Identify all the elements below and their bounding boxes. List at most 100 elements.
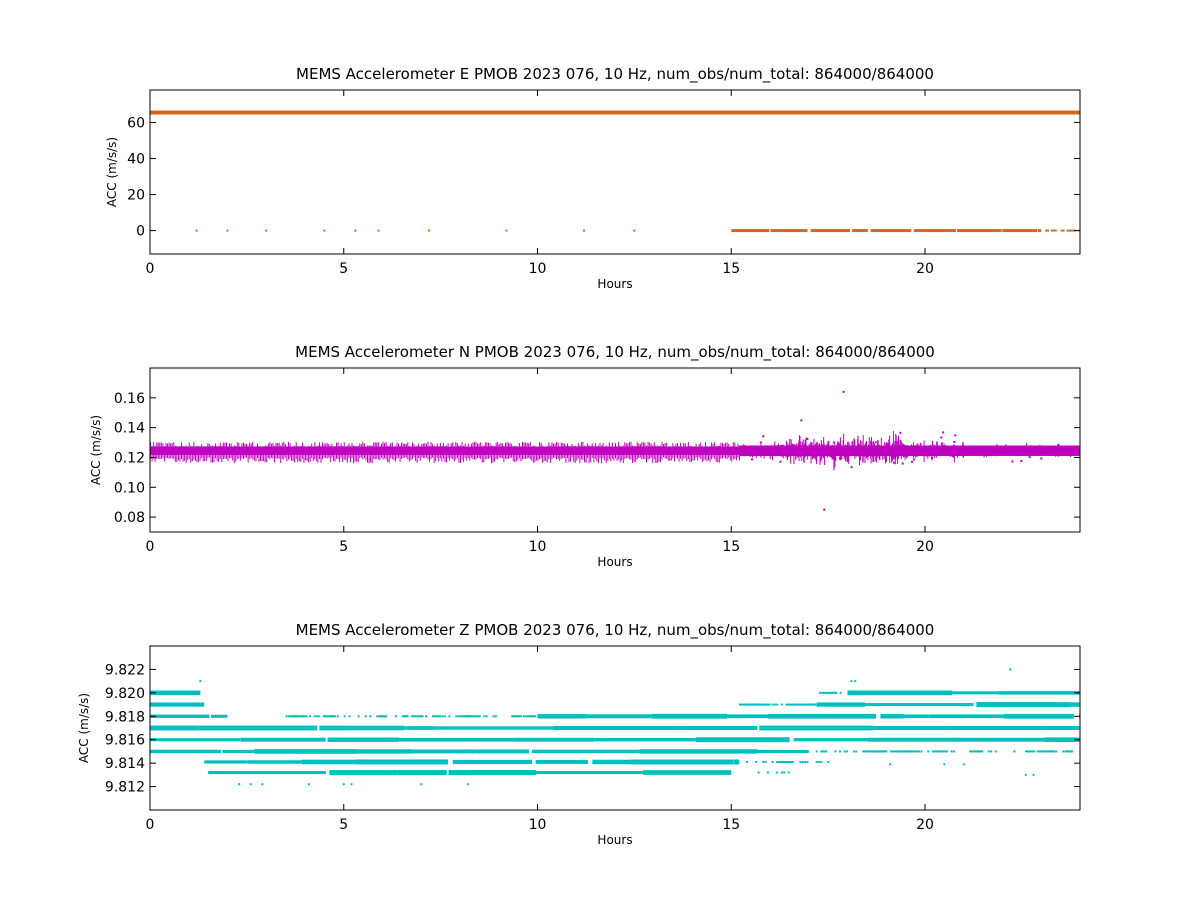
data-spike — [506, 442, 508, 460]
data-spike — [284, 443, 286, 458]
data-spike — [607, 446, 609, 461]
level-2-sparse-point — [880, 750, 883, 753]
data-spike — [584, 445, 585, 463]
data-spike — [795, 443, 797, 454]
data-spike — [953, 444, 955, 463]
data-spike — [562, 443, 564, 459]
level-2-sparse-point — [852, 750, 855, 753]
level-2-sparse-point — [945, 750, 948, 753]
data-spike — [794, 443, 796, 452]
data-spike — [638, 443, 640, 458]
level-5-sparse-point — [404, 715, 407, 718]
data-spike — [405, 443, 407, 458]
level-1-sparse-point — [827, 760, 830, 763]
data-spike — [495, 442, 497, 459]
level-2-sparse-point — [899, 750, 902, 753]
level-2-sparse-point — [1031, 750, 1034, 753]
level-0-sparse-point — [783, 771, 786, 774]
data-spike — [1038, 446, 1040, 452]
level-2-segment-0-4 — [412, 749, 476, 754]
data-spike — [831, 450, 833, 460]
level-0-sparse-point — [757, 771, 760, 774]
level-2-sparse-point — [822, 750, 825, 753]
data-outlier — [804, 444, 807, 447]
data-spike — [500, 443, 502, 459]
data-spike — [326, 442, 328, 459]
data-spike — [742, 444, 744, 454]
data-spike — [351, 443, 353, 459]
level-5-sparse-point — [494, 715, 497, 718]
data-spike — [184, 446, 186, 461]
data-spike — [531, 446, 533, 461]
level-2-segment-0-6 — [531, 749, 640, 754]
data-spike — [518, 443, 520, 459]
data-spike — [677, 442, 678, 459]
data-spike — [480, 442, 482, 460]
data-spike — [752, 449, 754, 458]
data-spike — [717, 445, 719, 463]
outlier-point-11 — [466, 783, 469, 786]
y-tick-label-1: 20 — [127, 188, 145, 204]
level-2-sparse-point — [883, 750, 886, 753]
data-spike — [723, 444, 725, 458]
data-spike — [210, 445, 212, 463]
data-spike — [655, 445, 657, 463]
level-4-segment-0-0 — [150, 725, 199, 731]
data-spike — [475, 441, 477, 460]
data-point-7 — [505, 229, 508, 232]
data-spike — [410, 446, 412, 461]
data-spike — [176, 445, 178, 463]
data-spike — [360, 443, 362, 458]
data-cluster-zero-3 — [852, 229, 868, 233]
data-spike — [215, 443, 217, 459]
data-spike — [556, 442, 558, 460]
level-1-sparse-point — [780, 760, 794, 763]
data-spike — [817, 446, 819, 451]
data-spike — [760, 449, 762, 456]
y-tick-label-4: 0.16 — [114, 391, 145, 407]
data-spike — [194, 446, 196, 461]
level-2-sparse-point — [869, 750, 872, 753]
data-spike — [770, 449, 772, 456]
outlier-point-6 — [261, 783, 264, 786]
data-spike — [167, 443, 169, 459]
data-spike — [824, 447, 826, 456]
chart-title-vertical: MEMS Accelerometer Z PMOB 2023 076, 10 H… — [296, 621, 935, 640]
data-spike — [526, 442, 528, 459]
level-7-segment-1-1 — [952, 691, 999, 695]
data-spike — [297, 445, 299, 463]
level-5-sparse-point — [485, 715, 488, 718]
level-2-sparse-point — [871, 750, 874, 753]
y-ticks-vertical: 9.812 9.814 9.816 9.818 9.820 9.822 — [105, 662, 1080, 796]
data-spike — [566, 443, 568, 459]
level-6-sparse-point — [755, 703, 758, 706]
data-spike — [439, 442, 441, 459]
level-1-sparse-point — [804, 760, 807, 763]
data-spike — [298, 446, 300, 462]
data-points-north — [150, 390, 1080, 511]
data-outlier — [743, 454, 746, 457]
data-spike — [380, 443, 382, 458]
data-spike — [615, 443, 616, 459]
data-spike — [839, 437, 841, 452]
data-spike — [243, 442, 244, 459]
data-spike — [391, 442, 393, 460]
data-spike — [551, 442, 553, 460]
data-spike — [554, 443, 556, 458]
data-spike — [749, 447, 751, 457]
data-spike — [286, 446, 288, 462]
data-outlier — [940, 436, 943, 439]
y-axis-label-east: ACC (m/s/s) — [105, 137, 119, 207]
data-spike — [712, 443, 714, 458]
data-spike — [618, 441, 620, 460]
data-spike — [359, 443, 361, 459]
data-spike — [456, 443, 458, 459]
data-spike — [929, 444, 931, 453]
data-spike — [950, 448, 952, 457]
data-spike — [419, 446, 421, 461]
level-3-segment-0-5 — [594, 738, 696, 742]
level-4-segment-0-2 — [319, 725, 350, 731]
data-spike — [1044, 447, 1046, 452]
data-point-tail — [1062, 229, 1065, 232]
data-outlier — [780, 444, 783, 447]
